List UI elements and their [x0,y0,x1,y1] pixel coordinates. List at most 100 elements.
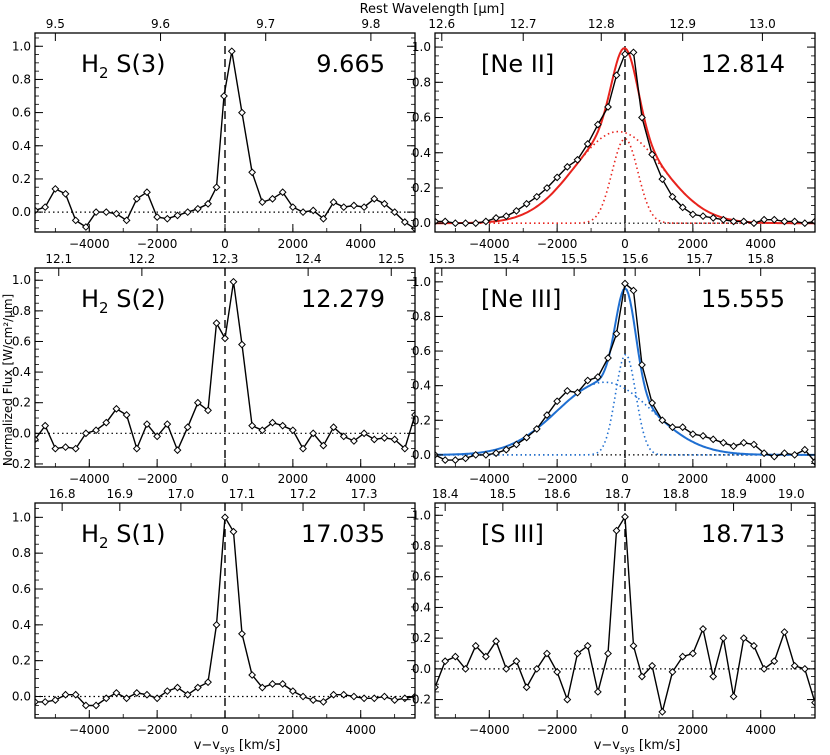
y-tick-label: 0.0 [12,690,31,704]
data-point [543,649,551,658]
y-tick-label: 0.8 [12,546,31,560]
data-point [319,214,328,223]
data-point [688,210,697,219]
data-point [370,194,379,203]
top-tick-label: 9.7 [256,17,275,31]
data-point [709,435,718,444]
data-point [688,430,697,439]
data-point [604,103,612,111]
x-tick-label: 0 [621,237,629,251]
data-point [441,217,450,226]
data-point [532,192,541,201]
data-point [193,683,202,692]
top-tick-label: 17.0 [168,487,195,501]
data-point [204,406,212,415]
data-point [435,683,439,692]
data-layer [35,277,415,455]
data-point [132,444,141,453]
x-tick-label: −2000 [537,237,578,251]
data-point [658,707,667,716]
data-point [512,440,521,449]
data-point [678,423,687,432]
x-tick-label: 2000 [278,472,309,486]
x-tick-label: 4000 [745,237,776,251]
x-tick-label: −2000 [537,723,578,737]
data-point [112,404,121,413]
data-point [629,641,638,650]
y-tick-label: 0.8 [12,304,31,318]
y-tick-label: 0.6 [412,570,431,584]
data-point [229,277,238,286]
x-tick-label: −4000 [69,723,110,737]
data-point [380,434,389,442]
data-point [339,432,348,441]
top-tick-label: 12.6 [428,17,455,31]
data-point [780,628,789,636]
data-point [35,697,39,706]
data-point [553,668,562,676]
top-tick-label: 12.9 [669,17,696,31]
y-tick-label: 0.2 [412,181,431,195]
data-point [678,203,687,212]
top-axis-title: Rest Wavelength [μm] [360,2,505,17]
data-point [553,397,562,406]
y-tick-label: 0.4 [12,618,31,632]
data-point [238,108,246,117]
data-point [629,286,638,295]
top-tick-label: 16.9 [106,487,133,501]
top-tick-label: 17.2 [290,487,317,501]
data-point [750,440,758,449]
data-point [648,150,657,159]
data-point [329,198,338,207]
data-point [573,155,582,164]
y-tick-label: 0.0 [12,426,31,440]
data-point [612,71,621,80]
data-point [522,433,531,442]
panel-s3: −0.2 0.0 0.2 0.4 0.6 0.8 1.0 −4000 −2000 0 2000 400… [402,487,816,737]
data-point [800,664,809,673]
x-tick-label: −4000 [69,472,110,486]
data-point [212,183,221,192]
data-layer [435,279,815,466]
data-point [400,218,409,226]
data-point [183,423,192,432]
data-point [790,661,799,670]
x-tick-label: 0 [621,723,629,737]
x-tick-label: 2000 [278,237,309,251]
data-point [258,426,267,435]
data-point [204,199,212,208]
data-point [790,450,799,459]
data-point [471,219,480,228]
fit-narrow-component [435,137,815,224]
data-point [648,661,657,670]
y-tick-label: 1.0 [12,273,31,287]
data-point [471,641,480,650]
data-point [81,701,90,710]
data-point [143,188,151,197]
data-point [451,219,460,228]
data-point [71,444,80,453]
panel-ne3: 0.0 0.2 0.4 0.6 0.8 1.0 −4000 −2000 0 2000 4000 15.… [412,252,816,486]
data-point [92,426,100,435]
data-point [193,398,202,407]
data-point [248,421,257,430]
top-tick-label: 17.1 [229,487,256,501]
data-point [350,437,358,445]
panels: 0.0 0.2 0.4 0.6 0.8 1.0 −4000 −2000 0 2000 4000 9.5… [2,17,816,737]
data-point [309,206,318,215]
data-point [800,445,809,454]
y-tick-label: 0.8 [412,75,431,89]
y-tick-label: 0.0 [412,662,431,676]
data-point [102,418,111,427]
data-point [92,701,100,710]
data-point [360,694,369,703]
data-point [512,206,521,215]
data-point [173,683,182,692]
top-tick-label: 18.8 [663,487,690,501]
x-tick-label: −2000 [137,472,178,486]
data-point [51,184,60,193]
data-point [492,637,500,646]
top-tick-label: 15.4 [493,252,520,266]
x-tick-label: 2000 [678,237,709,251]
y-tick-label: 0.8 [412,539,431,553]
